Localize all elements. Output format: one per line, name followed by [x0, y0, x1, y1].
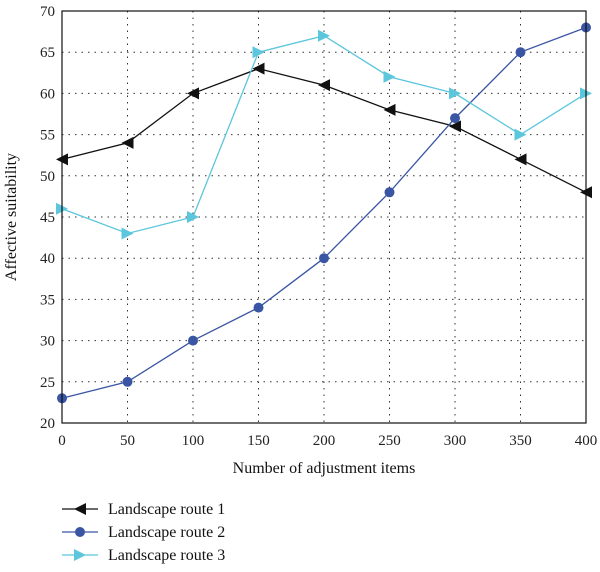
x-tick-label: 400 [575, 433, 598, 449]
y-tick-label: 20 [40, 416, 55, 432]
y-tick-label: 35 [40, 292, 55, 308]
plot-frame [61, 10, 587, 424]
x-axis-label: Number of adjustment items [233, 460, 416, 477]
data-point [318, 79, 330, 92]
data-point [74, 503, 86, 515]
y-tick-label: 45 [40, 210, 55, 226]
x-tick-label: 300 [444, 433, 467, 449]
legend-label: Landscape route 2 [108, 524, 225, 541]
y-tick-label: 50 [40, 169, 55, 185]
y-tick-label: 65 [40, 45, 55, 61]
x-tick-label: 200 [313, 433, 336, 449]
data-point [514, 153, 527, 166]
x-tick-label: 150 [247, 433, 270, 449]
data-point [121, 136, 134, 149]
grid-lines [62, 11, 586, 423]
x-tick-label: 350 [509, 433, 532, 449]
x-tick-label: 100 [182, 433, 205, 449]
series-1 [56, 62, 592, 199]
y-axis-ticks: 20 25 30 35 40 45 50 55 60 65 70 [40, 4, 55, 432]
data-point [75, 527, 85, 537]
data-point [121, 227, 134, 240]
data-point [319, 253, 329, 264]
y-tick-label: 70 [40, 4, 55, 20]
x-tick-label: 50 [120, 433, 135, 449]
data-point [74, 549, 86, 561]
legend-item: Landscape route 1 [62, 501, 225, 518]
y-axis-label: Affective suitability [3, 153, 20, 281]
data-point [252, 62, 265, 75]
legend-item: Landscape route 2 [62, 524, 225, 541]
legend-item: Landscape route 3 [62, 547, 225, 564]
data-point [449, 87, 461, 100]
y-tick-label: 40 [40, 251, 55, 267]
y-tick-label: 60 [40, 86, 55, 102]
legend-label: Landscape route 3 [108, 547, 225, 564]
data-point [187, 87, 199, 100]
x-axis-ticks: 0 50 100 150 200 250 300 350 400 [58, 433, 597, 449]
y-tick-label: 25 [40, 375, 55, 391]
data-point [384, 187, 395, 198]
y-tick-label: 55 [40, 128, 55, 144]
legend-label: Landscape route 1 [108, 501, 225, 518]
x-tick-label: 0 [58, 433, 66, 449]
data-point [187, 211, 199, 223]
data-point [252, 46, 265, 59]
data-point [450, 113, 460, 124]
data-point [383, 103, 396, 116]
series-2 [57, 22, 591, 404]
data-point [449, 120, 461, 133]
series-layer [56, 22, 592, 404]
data-point [253, 302, 264, 313]
data-point [318, 29, 330, 42]
data-point [383, 70, 396, 83]
data-point [188, 335, 198, 346]
legend: Landscape route 1 Landscape route 2 Landsc… [62, 501, 225, 564]
data-point [515, 47, 526, 58]
data-point [514, 128, 527, 141]
data-point [122, 376, 133, 387]
y-tick-label: 30 [40, 334, 55, 350]
x-tick-label: 250 [378, 433, 401, 449]
